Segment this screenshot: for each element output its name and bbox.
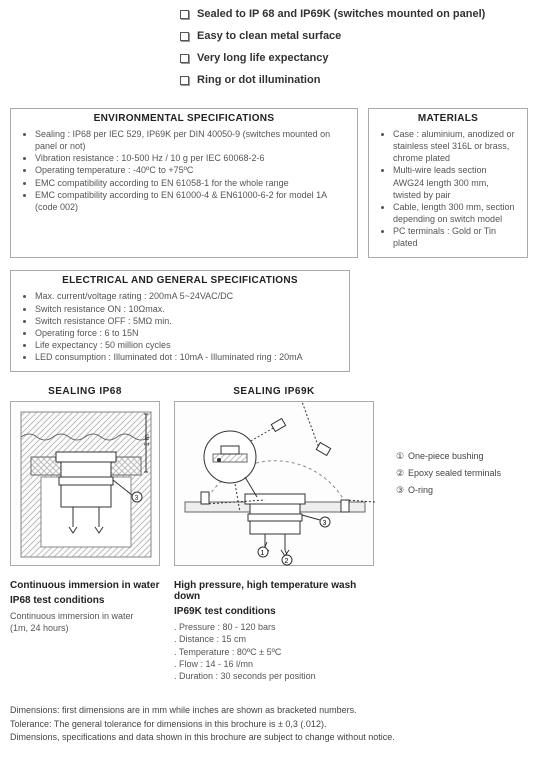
cond-heading: Continuous immersion in water: [10, 580, 160, 591]
legend-text: One-piece bushing: [408, 451, 484, 461]
cond-line: Continuous immersion in water: [10, 610, 160, 622]
svg-text:1 m: 1 m: [144, 434, 151, 446]
sealing-title: SEALING IP68: [10, 386, 160, 397]
spec-item: Operating temperature : -40ºC to +75ºC: [35, 164, 347, 176]
spec-item: PC terminals : Gold or Tin plated: [393, 225, 517, 249]
ip68-conditions: Continuous immersion in water IP68 test …: [10, 580, 160, 682]
conditions-row: Continuous immersion in water IP68 test …: [10, 580, 528, 682]
cond-line: . Duration : 30 seconds per position: [174, 670, 384, 682]
ip68-diagram: 1 m 3: [10, 401, 160, 566]
svg-text:3: 3: [323, 520, 327, 527]
feature-item: Very long life expectancy: [180, 52, 528, 64]
spec-item: Case : aluminium, anodized or stainless …: [393, 128, 517, 164]
feature-item: Easy to clean metal surface: [180, 30, 528, 42]
svg-text:1: 1: [261, 550, 265, 557]
cond-line: . Pressure : 80 - 120 bars: [174, 621, 384, 633]
feature-item: Sealed to IP 68 and IP69K (switches moun…: [180, 8, 528, 20]
spec-item: EMC compatibility according to EN 61058-…: [35, 177, 347, 189]
sealing-legend: ①One-piece bushing ②Epoxy sealed termina…: [396, 451, 501, 502]
env-list: Sealing : IP68 per IEC 529, IP69K per DI…: [11, 126, 357, 221]
cond-heading: High pressure, high temperature wash dow…: [174, 580, 384, 602]
spec-item: Operating force : 6 to 15N: [35, 327, 339, 339]
cond-subheading: IP69K test conditions: [174, 606, 384, 617]
feature-list: Sealed to IP 68 and IP69K (switches moun…: [180, 8, 528, 86]
sealing-ip68-block: SEALING IP68: [10, 386, 160, 566]
checkbox-icon: [180, 10, 189, 19]
cond-line: (1m, 24 hours): [10, 622, 160, 634]
svg-text:3: 3: [135, 495, 139, 502]
spec-item: Multi-wire leads section AWG24 length 30…: [393, 164, 517, 200]
footer-line: Tolerance: The general tolerance for dim…: [10, 718, 528, 731]
sealing-title: SEALING IP69K: [174, 386, 374, 397]
cond-subheading: IP68 test conditions: [10, 595, 160, 606]
feature-text: Ring or dot illumination: [197, 74, 320, 86]
cond-body: Continuous immersion in water (1m, 24 ho…: [10, 610, 160, 634]
spec-item: Sealing : IP68 per IEC 529, IP69K per DI…: [35, 128, 347, 152]
cond-body: . Pressure : 80 - 120 bars . Distance : …: [174, 621, 384, 682]
spec-item: Life expectancy : 50 million cycles: [35, 339, 339, 351]
spec-item: Max. current/voltage rating : 200mA 5~24…: [35, 290, 339, 302]
panel-title: ENVIRONMENTAL SPECIFICATIONS: [11, 109, 357, 126]
spec-item: Switch resistance OFF : 5MΩ min.: [35, 315, 339, 327]
spec-item: Switch resistance ON : 10Ωmax.: [35, 303, 339, 315]
feature-text: Easy to clean metal surface: [197, 30, 341, 42]
spec-row: ENVIRONMENTAL SPECIFICATIONS Sealing : I…: [10, 108, 528, 258]
legend-item: ②Epoxy sealed terminals: [396, 468, 501, 479]
panel-title: MATERIALS: [369, 109, 527, 126]
elec-list: Max. current/voltage rating : 200mA 5~24…: [11, 288, 349, 371]
footer-notes: Dimensions: first dimensions are in mm w…: [10, 704, 528, 744]
cond-line: . Distance : 15 cm: [174, 633, 384, 645]
legend-item: ①One-piece bushing: [396, 451, 501, 462]
materials-list: Case : aluminium, anodized or stainless …: [369, 126, 527, 257]
footer-line: Dimensions: first dimensions are in mm w…: [10, 704, 528, 717]
spec-item: Cable, length 300 mm, section depending …: [393, 201, 517, 225]
spec-item: EMC compatibility according to EN 61000-…: [35, 189, 347, 213]
legend-item: ③O-ring: [396, 485, 501, 496]
feature-text: Sealed to IP 68 and IP69K (switches moun…: [197, 8, 485, 20]
feature-item: Ring or dot illumination: [180, 74, 528, 86]
sealing-row: SEALING IP68: [10, 386, 528, 566]
materials-panel: MATERIALS Case : aluminium, anodized or …: [368, 108, 528, 258]
footer-line: Dimensions, specifications and data show…: [10, 731, 528, 744]
electrical-panel: ELECTRICAL AND GENERAL SPECIFICATIONS Ma…: [10, 270, 350, 372]
checkbox-icon: [180, 32, 189, 41]
panel-title: ELECTRICAL AND GENERAL SPECIFICATIONS: [11, 271, 349, 288]
checkbox-icon: [180, 54, 189, 63]
legend-text: Epoxy sealed terminals: [408, 468, 501, 478]
legend-text: O-ring: [408, 485, 433, 495]
cond-line: . Temperature : 80ºC ± 5ºC: [174, 646, 384, 658]
spec-item: LED consumption : Illuminated dot : 10mA…: [35, 351, 339, 363]
spec-item: Vibration resistance : 10-500 Hz / 10 g …: [35, 152, 347, 164]
feature-text: Very long life expectancy: [197, 52, 328, 64]
checkbox-icon: [180, 76, 189, 85]
svg-text:2: 2: [285, 558, 289, 565]
ip69k-diagram: 1 2 3: [174, 401, 374, 566]
cond-line: . Flow : 14 - 16 l/mn: [174, 658, 384, 670]
sealing-ip69k-block: SEALING IP69K: [174, 386, 374, 566]
env-panel: ENVIRONMENTAL SPECIFICATIONS Sealing : I…: [10, 108, 358, 258]
ip69k-conditions: High pressure, high temperature wash dow…: [174, 580, 384, 682]
